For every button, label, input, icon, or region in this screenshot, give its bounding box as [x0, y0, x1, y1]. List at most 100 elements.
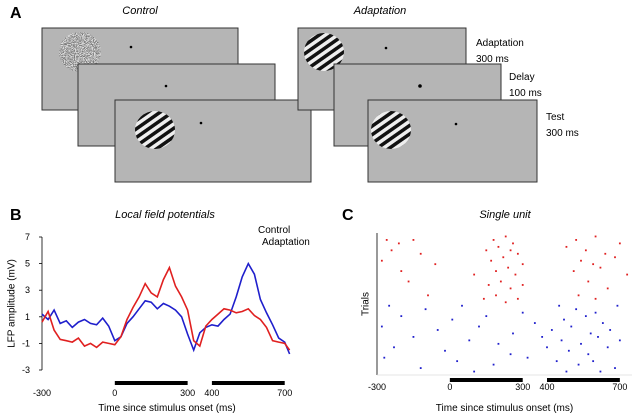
spike	[419, 367, 422, 369]
step-name: Test	[546, 112, 565, 123]
step-duration: 100 ms	[509, 88, 542, 99]
spike	[412, 239, 415, 241]
spike	[594, 311, 597, 314]
spike	[516, 297, 519, 300]
spike	[492, 239, 495, 241]
spike	[502, 256, 505, 259]
grating	[371, 111, 411, 149]
grating	[135, 111, 175, 149]
noise-patch	[59, 32, 101, 72]
y-tick-label: -3	[22, 365, 30, 375]
spike	[575, 308, 578, 311]
y-tick-label: 5	[25, 259, 30, 269]
spike	[492, 363, 495, 366]
spike	[512, 242, 514, 245]
spike	[516, 252, 519, 255]
spike	[546, 346, 548, 349]
spike	[427, 294, 429, 297]
fixation	[418, 84, 422, 88]
fixation	[129, 45, 133, 49]
panel-label: B	[10, 207, 22, 224]
spike	[606, 287, 609, 290]
spike	[482, 297, 485, 300]
spike	[495, 294, 497, 297]
spike	[599, 370, 602, 373]
spike	[490, 259, 493, 262]
spike	[614, 367, 616, 369]
spike	[618, 339, 621, 342]
spike	[504, 301, 507, 304]
spike	[468, 339, 471, 342]
spike	[495, 270, 497, 272]
condition-title: Control	[122, 5, 158, 17]
step-duration: 300 ms	[476, 54, 509, 65]
spike	[473, 273, 476, 276]
spike	[444, 349, 446, 352]
x-tick-label: 300	[515, 382, 530, 392]
x-tick-label: -300	[368, 382, 386, 392]
spike	[626, 273, 629, 276]
spike	[512, 332, 514, 335]
spike	[461, 304, 463, 307]
spike	[504, 235, 507, 238]
x-tick-label: 0	[447, 382, 452, 392]
spike	[487, 284, 490, 286]
stimulus-bar	[449, 378, 523, 382]
spike	[451, 318, 454, 321]
spike	[592, 263, 595, 266]
x-tick-label: 400	[539, 382, 554, 392]
spike	[618, 242, 621, 245]
spike	[380, 259, 383, 262]
spike	[601, 322, 604, 324]
spike	[485, 249, 488, 252]
legend-entry: Control	[258, 225, 290, 236]
y-tick-label: -1	[22, 338, 30, 348]
spike	[388, 304, 391, 307]
x-tick-label: 300	[180, 388, 195, 398]
spike	[383, 356, 386, 359]
spike	[412, 336, 415, 338]
adaptation-screens	[297, 27, 538, 183]
x-tick-label: 0	[112, 388, 117, 398]
spike	[485, 315, 488, 318]
spike	[592, 360, 595, 363]
step-name: Adaptation	[476, 38, 524, 49]
y-tick-label: 1	[25, 312, 30, 322]
spike	[436, 329, 439, 331]
spike	[565, 245, 568, 248]
spike	[577, 294, 580, 297]
spike	[589, 332, 592, 335]
spike	[497, 342, 500, 345]
spike	[434, 263, 437, 266]
spike	[575, 239, 578, 241]
stimulus-bar	[547, 378, 620, 382]
y-tick-label: 3	[25, 285, 30, 295]
spike	[580, 342, 582, 345]
spike	[584, 249, 587, 252]
spike	[509, 249, 512, 252]
spike	[380, 325, 383, 328]
spike	[541, 336, 544, 338]
stimulus-bar	[211, 381, 285, 385]
spike	[616, 304, 619, 307]
spike	[497, 245, 500, 248]
spike	[514, 273, 517, 276]
spike	[521, 311, 524, 314]
spike	[385, 239, 388, 241]
stimulus-bar	[114, 381, 188, 385]
spike	[521, 263, 524, 266]
spike	[390, 249, 393, 252]
spike	[509, 353, 512, 356]
spike	[594, 297, 597, 300]
control-screens	[41, 27, 312, 183]
spike	[587, 353, 590, 356]
spike	[407, 280, 410, 283]
spike	[565, 370, 568, 373]
x-tick-label: 400	[204, 388, 219, 398]
spike	[609, 329, 612, 331]
x-axis-label: Time since stimulus onset (ms)	[436, 403, 573, 414]
x-tick-label: 700	[277, 388, 292, 398]
spike	[560, 339, 563, 342]
spike	[572, 270, 575, 272]
